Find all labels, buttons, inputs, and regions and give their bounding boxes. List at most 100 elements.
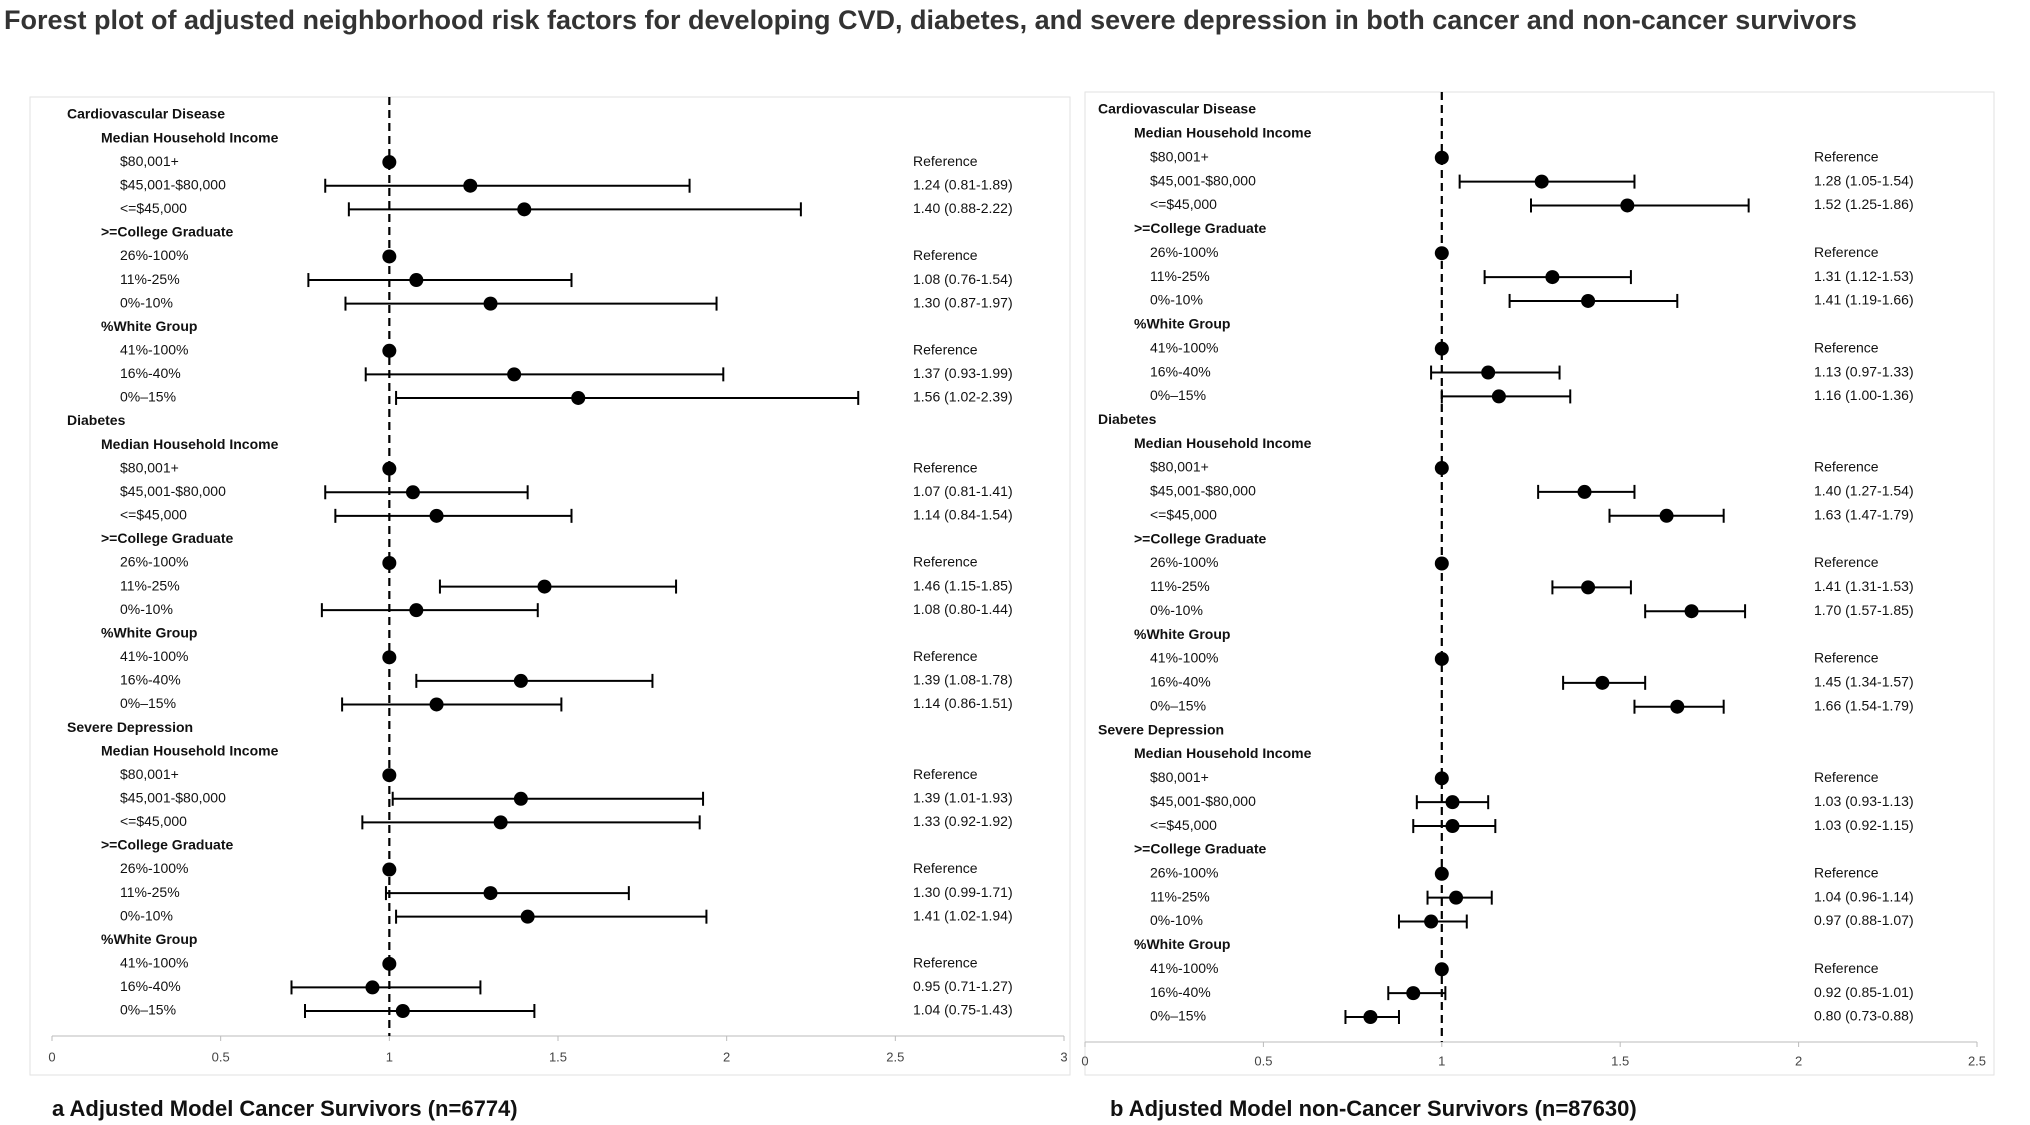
point-estimate <box>409 273 424 288</box>
category-label: 0%–15% <box>120 389 176 405</box>
x-tick-label: 3 <box>1060 1049 1067 1064</box>
point-estimate <box>1434 651 1449 666</box>
value-label: 1.31 (1.12-1.53) <box>1814 268 1914 284</box>
x-tick-label: 2 <box>1795 1053 1802 1068</box>
value-label: 1.14 (0.86-1.51) <box>913 695 1013 711</box>
factor-label: %White Group <box>101 931 197 947</box>
group-label: Severe Depression <box>67 719 193 735</box>
group-label: Diabetes <box>67 412 126 428</box>
factor-label: >=College Graduate <box>101 224 233 240</box>
value-label: 1.03 (0.93-1.13) <box>1814 793 1914 809</box>
value-label: 1.04 (0.75-1.43) <box>913 1002 1013 1018</box>
category-label: $80,001+ <box>1150 148 1209 164</box>
category-label: <=$45,000 <box>1150 506 1217 522</box>
point-estimate <box>513 791 528 806</box>
value-label: Reference <box>1814 244 1879 260</box>
category-label: <=$45,000 <box>1150 196 1217 212</box>
point-estimate <box>493 815 508 830</box>
category-label: 16%-40% <box>1150 984 1211 1000</box>
panel-caption: b Adjusted Model non-Cancer Survivors (n… <box>1110 1096 1637 1121</box>
panel-frame <box>1084 91 1995 1076</box>
value-label: Reference <box>1814 554 1879 570</box>
value-label: Reference <box>1814 864 1879 880</box>
value-label: 1.46 (1.15-1.85) <box>913 577 1013 593</box>
value-label: Reference <box>1814 960 1879 976</box>
value-label: 1.16 (1.00-1.36) <box>1814 387 1914 403</box>
category-label: 16%-40% <box>120 978 181 994</box>
value-label: 1.24 (0.81-1.89) <box>913 176 1013 192</box>
category-label: 41%-100% <box>120 648 189 664</box>
factor-label: Median Household Income <box>101 742 279 758</box>
point-estimate <box>1445 795 1460 810</box>
point-estimate <box>1577 484 1592 499</box>
point-estimate <box>382 343 397 358</box>
value-label: 0.92 (0.85-1.01) <box>1814 984 1914 1000</box>
category-label: 0%–15% <box>120 1002 176 1018</box>
value-label: 1.63 (1.47-1.79) <box>1814 506 1914 522</box>
point-estimate <box>429 697 444 712</box>
category-label: 41%-100% <box>120 341 189 357</box>
factor-label: %White Group <box>1134 626 1230 642</box>
value-label: Reference <box>1814 459 1879 475</box>
value-label: 1.30 (0.99-1.71) <box>913 884 1013 900</box>
value-label: 1.52 (1.25-1.86) <box>1814 196 1914 212</box>
point-estimate <box>507 367 522 382</box>
value-label: 1.04 (0.96-1.14) <box>1814 888 1914 904</box>
value-label: 1.56 (1.02-2.39) <box>913 389 1013 405</box>
point-estimate <box>1620 198 1635 213</box>
point-estimate <box>1434 771 1449 786</box>
category-label: 0%–15% <box>1150 697 1206 713</box>
category-label: 0%-10% <box>1150 602 1203 618</box>
category-label: $80,001+ <box>1150 769 1209 785</box>
category-label: 41%-100% <box>1150 650 1219 666</box>
point-estimate <box>365 980 380 995</box>
point-estimate <box>1659 508 1674 523</box>
category-label: 26%-100% <box>1150 554 1219 570</box>
factor-label: Median Household Income <box>1134 745 1312 761</box>
point-estimate <box>1670 699 1685 714</box>
value-label: 1.40 (1.27-1.54) <box>1814 483 1914 499</box>
group-label: Diabetes <box>1098 411 1157 427</box>
x-tick-label: 2 <box>723 1049 730 1064</box>
value-label: Reference <box>913 341 978 357</box>
x-tick-label: 1 <box>1438 1053 1445 1068</box>
value-label: Reference <box>1814 769 1879 785</box>
category-label: 26%-100% <box>120 247 189 263</box>
category-label: 16%-40% <box>1150 674 1211 690</box>
group-label: Cardiovascular Disease <box>67 106 225 122</box>
category-label: 0%-10% <box>120 601 173 617</box>
point-estimate <box>382 249 397 264</box>
point-estimate <box>1434 962 1449 977</box>
category-label: $80,001+ <box>120 153 179 169</box>
value-label: 1.39 (1.08-1.78) <box>913 672 1013 688</box>
value-label: 1.39 (1.01-1.93) <box>913 789 1013 805</box>
category-label: 0%–15% <box>1150 1008 1206 1024</box>
category-label: 16%-40% <box>120 672 181 688</box>
category-label: <=$45,000 <box>120 200 187 216</box>
value-label: 1.70 (1.57-1.85) <box>1814 602 1914 618</box>
factor-label: >=College Graduate <box>1134 841 1266 857</box>
group-label: Severe Depression <box>1098 721 1224 737</box>
point-estimate <box>1581 293 1596 308</box>
point-estimate <box>483 886 498 901</box>
factor-label: >=College Graduate <box>1134 220 1266 236</box>
category-label: 11%-25% <box>120 884 180 900</box>
point-estimate <box>1434 341 1449 356</box>
x-tick-label: 1.5 <box>1611 1053 1629 1068</box>
category-label: 26%-100% <box>120 554 189 570</box>
point-estimate <box>513 673 528 688</box>
point-estimate <box>1363 1010 1378 1024</box>
value-label: 1.41 (1.02-1.94) <box>913 907 1013 923</box>
x-tick-label: 2.5 <box>1968 1053 1986 1068</box>
value-label: Reference <box>1814 148 1879 164</box>
point-estimate <box>405 485 420 500</box>
point-estimate <box>1481 365 1496 380</box>
point-estimate <box>382 556 397 570</box>
point-estimate <box>1434 246 1449 261</box>
factor-label: Median Household Income <box>101 129 279 145</box>
category-label: 0%-10% <box>1150 292 1203 308</box>
point-estimate <box>429 508 444 523</box>
value-label: 0.97 (0.88-1.07) <box>1814 912 1914 928</box>
value-label: 1.66 (1.54-1.79) <box>1814 697 1914 713</box>
